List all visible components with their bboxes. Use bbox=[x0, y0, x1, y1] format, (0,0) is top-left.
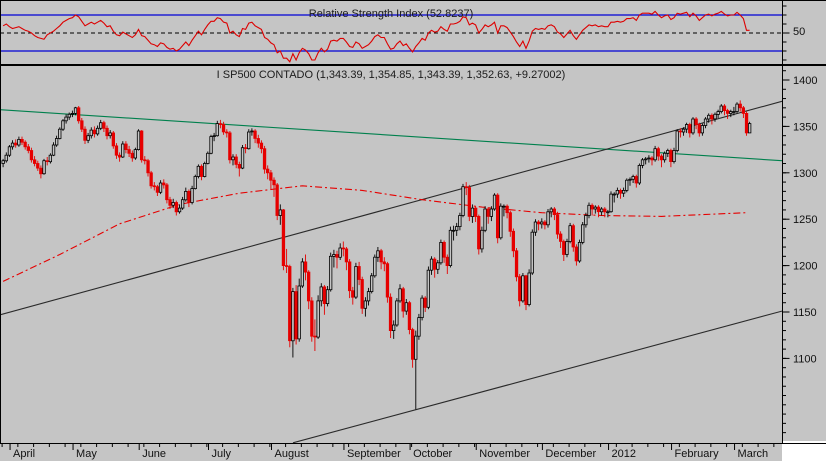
value-axis-background bbox=[782, 0, 826, 441]
price-chart-title: I SP500 CONTADO (1,343.39, 1,354.85, 1,3… bbox=[216, 69, 566, 81]
panel-separator bbox=[0, 64, 826, 66]
rsi-axis-tick-label[interactable]: 50 bbox=[793, 26, 806, 38]
price-chart-panel[interactable] bbox=[0, 65, 782, 443]
ascending-channel-upper-line[interactable] bbox=[0, 100, 782, 316]
rsi-line bbox=[2, 10, 750, 63]
rsi-indicator-panel[interactable] bbox=[0, 0, 782, 64]
panel-left-border bbox=[0, 0, 1, 443]
candlesticks bbox=[1, 100, 752, 410]
panel-top-border bbox=[0, 0, 826, 1]
moving-average-line bbox=[2, 185, 747, 282]
chart-background bbox=[0, 0, 782, 461]
green-resistance-line[interactable] bbox=[0, 109, 782, 162]
ascending-channel-lower-line[interactable] bbox=[292, 310, 782, 443]
rsi-title: Relative Strength Index (52.8237) bbox=[308, 8, 474, 20]
